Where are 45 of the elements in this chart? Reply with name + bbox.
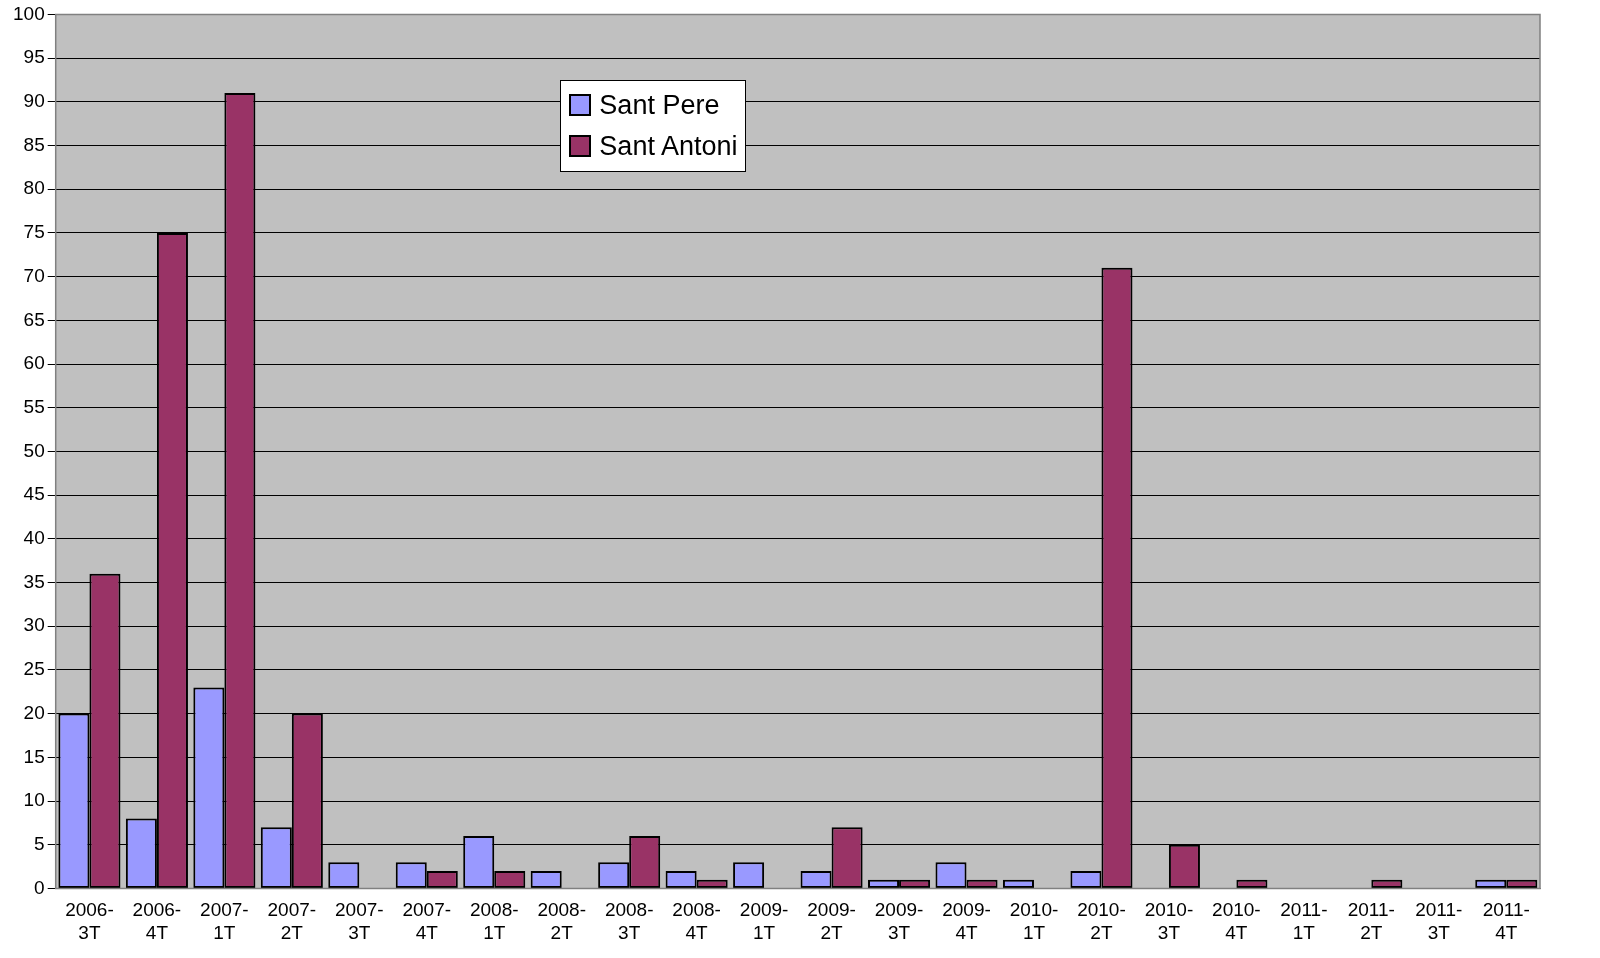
x-tick-label: 2011-2T [1347,899,1395,943]
y-tick-label: 85 [23,133,45,155]
x-tick-label: 2006-4T [132,899,182,943]
x-tick-label: 2008-3T [604,899,654,943]
x-tick-label: 2009-3T [874,899,924,943]
y-tick-label: 30 [23,614,45,636]
x-tick-label: 2011-4T [1482,899,1530,943]
x-tick-label: 2007-3T [335,899,384,943]
y-tick-label: 60 [23,352,45,374]
x-tick-label: 2008-1T [469,899,519,943]
x-tick-label: 2008-4T [672,899,721,943]
y-tick-label: 15 [23,745,45,767]
x-tick-label: 2010-3T [1144,899,1194,943]
y-tick-label: 20 [23,701,45,723]
y-tick-label: 90 [23,90,45,112]
y-tick-label: 100 [13,2,45,24]
x-tick-label: 2009-4T [942,899,991,943]
x-tick-label: 2009-2T [807,899,856,943]
y-tick-label: 75 [23,221,45,243]
y-tick-label: 80 [23,177,45,199]
x-tick-label: 2007-2T [267,899,317,943]
y-tick-label: 45 [23,483,45,505]
x-tick-label: 2011-1T [1280,899,1328,943]
y-tick-label: 65 [23,308,45,330]
y-tick-label: 25 [23,658,45,680]
legend-label: Sant Antoni [599,130,738,162]
x-tick-label: 2009-1T [739,899,789,943]
x-tick-label: 2011-3T [1415,899,1463,943]
y-tick-label: 35 [23,570,45,592]
x-tick-label: 2007-4T [402,899,452,943]
y-tick-label: 5 [34,832,45,854]
y-tick-label: 50 [23,439,45,461]
x-tick-label: 2007-1T [200,899,249,943]
y-tick-label: 55 [23,395,45,417]
y-tick-label: 40 [23,527,45,549]
x-tick-label: 2006-3T [65,899,114,943]
y-tick-label: 10 [23,789,45,811]
y-tick-label: 0 [34,876,45,898]
x-tick-label: 2008-2T [537,899,587,943]
legend-label: Sant Pere [599,89,720,121]
x-tick-label: 2010-4T [1212,899,1261,943]
x-tick-label: 2010-2T [1077,899,1126,943]
y-tick-label: 95 [23,46,45,68]
y-tick-label: 70 [23,264,45,286]
x-tick-label: 2010-1T [1009,899,1059,943]
